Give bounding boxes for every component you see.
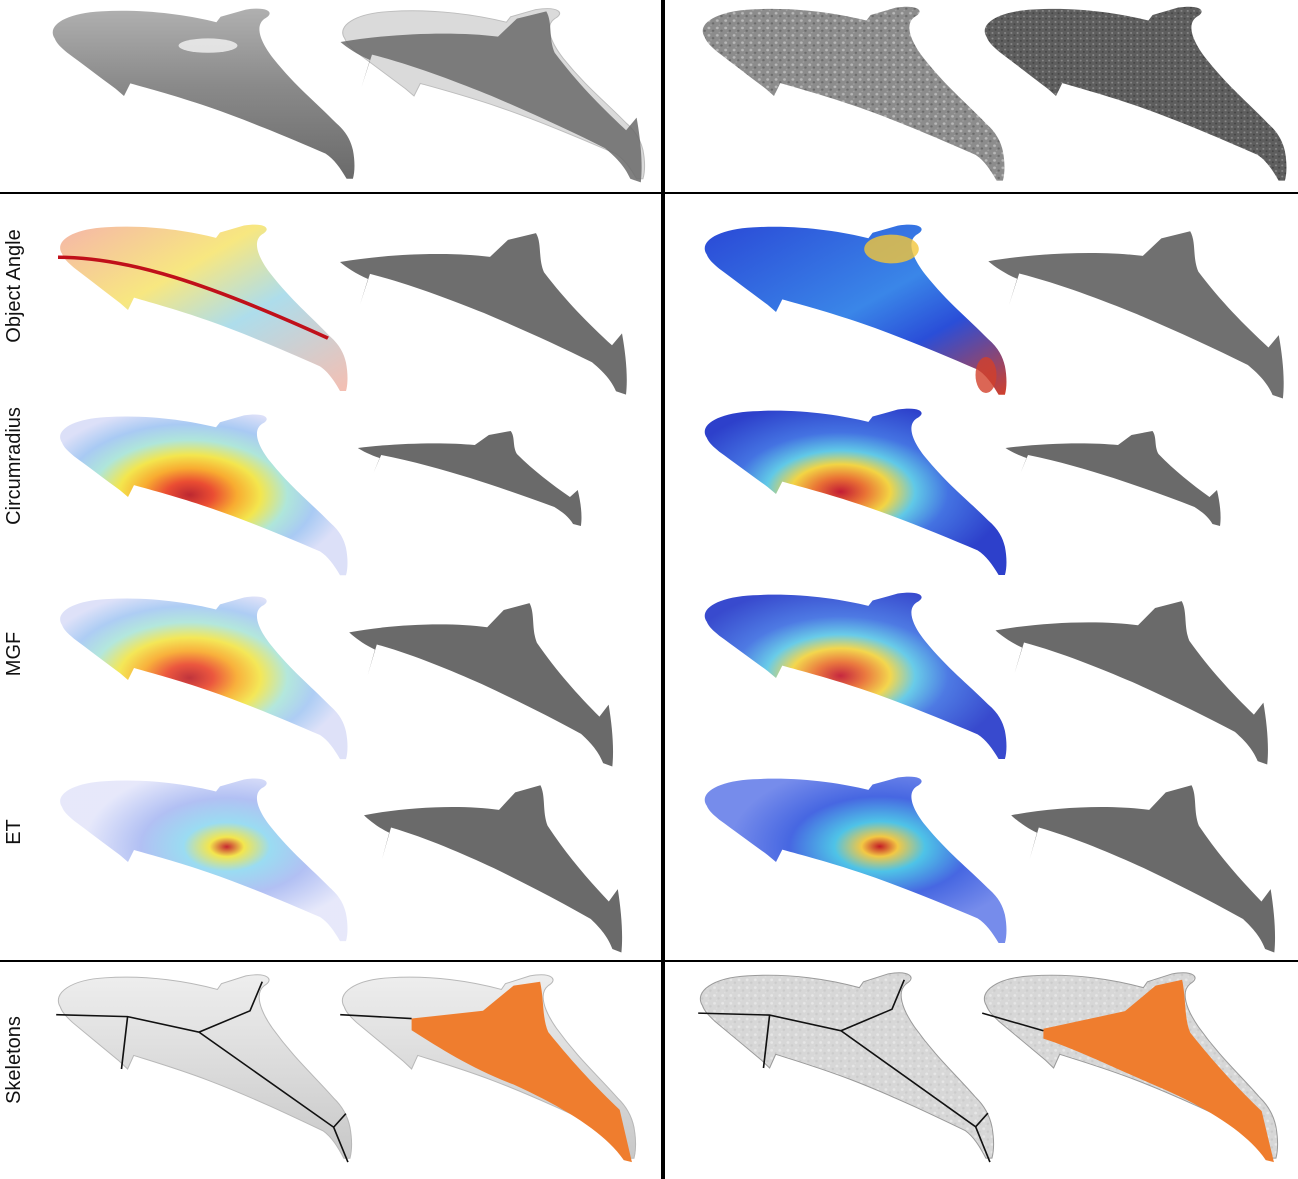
- row-label-mgf: MGF: [3, 631, 25, 677]
- et-medial-right: [1011, 785, 1276, 953]
- object-angle-medial-right: [988, 231, 1284, 399]
- row-label-et: ET: [3, 819, 25, 845]
- circumradius-heatmap-left: [60, 414, 348, 576]
- noisy-mesh: [702, 6, 1005, 181]
- mgf-medial-right: [995, 601, 1268, 765]
- smooth-mesh: [52, 8, 355, 179]
- object-angle-heatmap-left: [57, 224, 348, 391]
- object-angle-heatmap-right: [704, 224, 1007, 395]
- skeleton-curve-right: [698, 972, 994, 1163]
- noisy-mesh-dark: [984, 6, 1287, 181]
- row-label-object-angle: Object Angle: [3, 229, 25, 343]
- skeleton-sheet-left: [340, 974, 636, 1163]
- circumradius-heatmap-right: [704, 408, 1007, 575]
- row-label-skeletons: Skeletons: [3, 1016, 25, 1104]
- mgf-medial-left: [349, 603, 614, 767]
- et-medial-left: [364, 785, 623, 953]
- mgf-heatmap-right: [704, 592, 1007, 759]
- et-heatmap-right: [704, 776, 1007, 943]
- mgf-heatmap-left: [60, 596, 348, 760]
- skeleton-sheet-right: [981, 972, 1278, 1163]
- object-angle-medial-left: [340, 233, 627, 395]
- circumradius-medial-left: [357, 431, 582, 526]
- smooth-mesh-transparent: [340, 8, 645, 183]
- et-heatmap-left: [60, 778, 348, 942]
- skeleton-curve-left: [56, 974, 352, 1163]
- row-label-circumradius: Circumradius: [3, 407, 25, 525]
- circumradius-medial-right: [1005, 431, 1221, 526]
